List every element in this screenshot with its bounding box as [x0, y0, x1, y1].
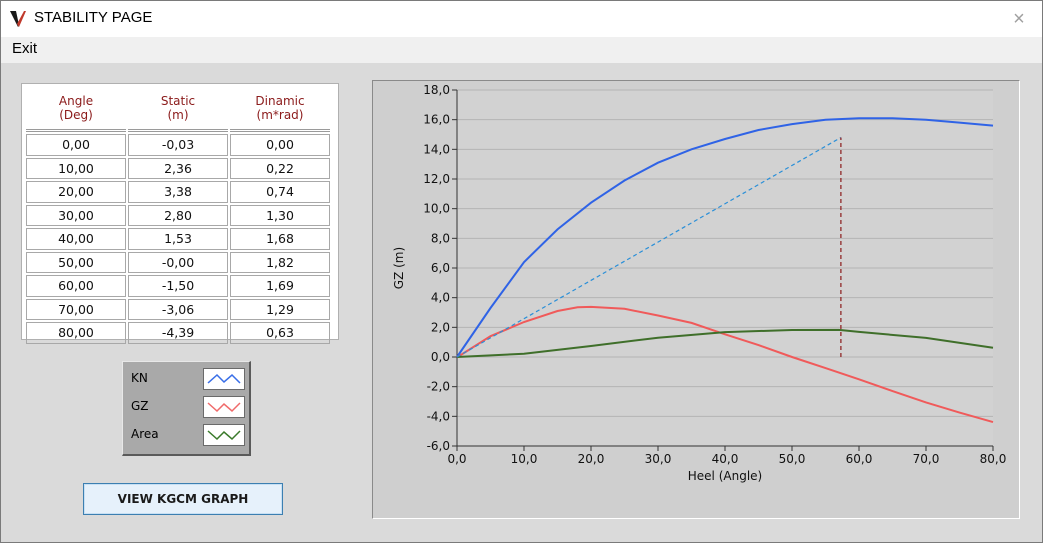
cell-angle: 30,00 — [26, 204, 126, 226]
cell-dinamic: 0,63 — [230, 322, 330, 344]
column-header-static: Static (m) — [128, 87, 228, 132]
table-row: 0,00 -0,03 0,00 — [26, 134, 330, 156]
table-header-row: Angle (Deg) Static (m) Dinamic (m*rad) — [26, 87, 330, 132]
title-bar: STABILITY PAGE × — [1, 1, 1042, 37]
cell-static: -4,39 — [128, 322, 228, 344]
menu-item-exit[interactable]: Exit — [12, 40, 38, 57]
cell-angle: 50,00 — [26, 251, 126, 273]
cell-dinamic: 1,30 — [230, 204, 330, 226]
cell-static: 1,53 — [128, 228, 228, 250]
cell-dinamic: 0,74 — [230, 181, 330, 203]
cell-dinamic: 1,68 — [230, 228, 330, 250]
table-row: 40,00 1,53 1,68 — [26, 228, 330, 250]
cell-static: 2,36 — [128, 157, 228, 179]
cell-dinamic: 0,00 — [230, 134, 330, 156]
table-row: 70,00 -3,06 1,29 — [26, 298, 330, 320]
menu-bar: Exit — [1, 37, 1042, 63]
cell-dinamic: 0,22 — [230, 157, 330, 179]
y-tick-label: -2,0 — [427, 380, 450, 394]
cell-dinamic: 1,69 — [230, 275, 330, 297]
y-tick-label: 10,0 — [423, 202, 450, 216]
x-tick-label: 20,0 — [578, 452, 605, 466]
cell-static: 2,80 — [128, 204, 228, 226]
x-tick-label: 50,0 — [779, 452, 806, 466]
x-tick-label: 80,0 — [980, 452, 1007, 466]
table-row: 60,00 -1,50 1,69 — [26, 275, 330, 297]
y-tick-label: 14,0 — [423, 142, 450, 156]
y-axis-label: GZ (m) — [392, 247, 406, 289]
cell-angle: 40,00 — [26, 228, 126, 250]
table-row: 20,00 3,38 0,74 — [26, 181, 330, 203]
client-area: Angle (Deg) Static (m) Dinamic (m*rad) 0,00… — [1, 63, 1042, 542]
x-axis-label: Heel (Angle) — [688, 469, 762, 483]
legend-label: GZ — [131, 399, 149, 413]
cell-dinamic: 1,82 — [230, 251, 330, 273]
close-button[interactable]: × — [996, 1, 1042, 37]
cell-angle: 80,00 — [26, 322, 126, 344]
legend-item-gz: GZ — [123, 394, 249, 418]
legend-label: Area — [131, 427, 159, 441]
window-title: STABILITY PAGE — [34, 9, 153, 26]
cell-static: 3,38 — [128, 181, 228, 203]
table-row: 10,00 2,36 0,22 — [26, 157, 330, 179]
y-tick-label: 2,0 — [431, 320, 450, 334]
x-tick-label: 30,0 — [645, 452, 672, 466]
cell-angle: 10,00 — [26, 157, 126, 179]
close-icon: × — [1013, 7, 1025, 30]
y-tick-label: 6,0 — [431, 261, 450, 275]
legend-label: KN — [131, 371, 148, 385]
cell-static: -0,03 — [128, 134, 228, 156]
legend-item-kn: KN — [123, 366, 249, 390]
table-row: 30,00 2,80 1,30 — [26, 204, 330, 226]
cell-angle: 60,00 — [26, 275, 126, 297]
stability-chart-panel: 18,0 16,0 14,0 12,0 10,0 8,0 6,0 4,0 2,0 0,0 -2,0 -… — [372, 80, 1020, 519]
stability-table: Angle (Deg) Static (m) Dinamic (m*rad) 0,00… — [24, 85, 332, 346]
series-line-gz — [456, 305, 994, 424]
x-tick-label: 0,0 — [447, 452, 466, 466]
column-header-angle: Angle (Deg) — [26, 87, 126, 132]
y-tick-label: -6,0 — [427, 439, 450, 453]
stability-chart: 18,0 16,0 14,0 12,0 10,0 8,0 6,0 4,0 2,0 0,0 -2,0 -… — [392, 83, 1007, 483]
y-tick-label: 0,0 — [431, 350, 450, 364]
x-tick-label: 10,0 — [511, 452, 538, 466]
column-header-dinamic: Dinamic (m*rad) — [230, 87, 330, 132]
table-row: 50,00 -0,00 1,82 — [26, 251, 330, 273]
y-tick-label: 8,0 — [431, 231, 450, 245]
legend-item-area: Area — [123, 422, 249, 446]
cell-static: -3,06 — [128, 298, 228, 320]
x-tick-label: 70,0 — [913, 452, 940, 466]
y-tick-label: -4,0 — [427, 409, 450, 423]
cell-angle: 20,00 — [26, 181, 126, 203]
curve-legend: KN GZ Area — [122, 361, 251, 456]
stability-table-panel: Angle (Deg) Static (m) Dinamic (m*rad) 0,00… — [21, 83, 339, 344]
kn-line-icon — [203, 368, 245, 390]
area-line-icon — [203, 424, 245, 446]
y-tick-label: 16,0 — [423, 113, 450, 127]
series-line-kn — [456, 117, 994, 358]
series-line-tangent — [456, 136, 842, 358]
x-tick-label: 40,0 — [712, 452, 739, 466]
y-tick-label: 12,0 — [423, 172, 450, 186]
app-logo-icon — [10, 11, 26, 27]
cell-dinamic: 1,29 — [230, 298, 330, 320]
view-kgcm-graph-button[interactable]: VIEW KGCM GRAPH — [83, 483, 283, 515]
cell-angle: 0,00 — [26, 134, 126, 156]
cell-static: -0,00 — [128, 251, 228, 273]
cell-static: -1,50 — [128, 275, 228, 297]
cell-angle: 70,00 — [26, 298, 126, 320]
x-tick-label: 60,0 — [846, 452, 873, 466]
gz-line-icon — [203, 396, 245, 418]
y-tick-label: 4,0 — [431, 291, 450, 305]
y-tick-label: 18,0 — [423, 83, 450, 97]
table-row: 80,00 -4,39 0,63 — [26, 322, 330, 344]
series-line-area — [456, 328, 994, 358]
